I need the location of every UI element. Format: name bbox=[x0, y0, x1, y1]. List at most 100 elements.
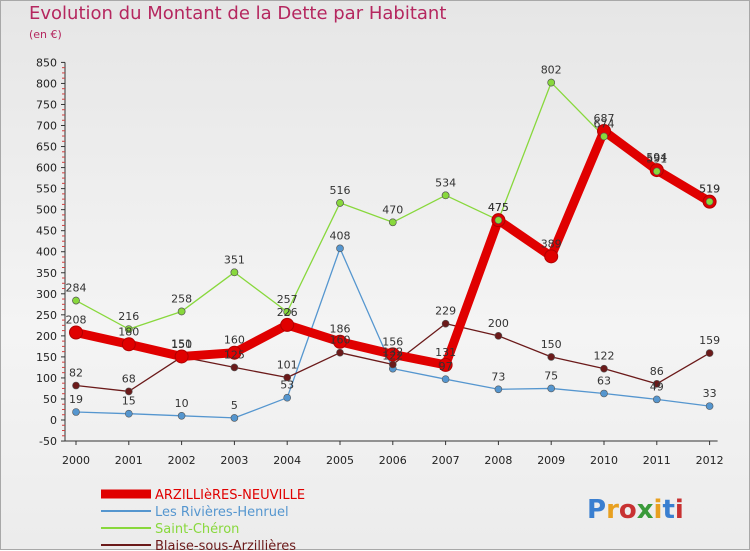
data-label: 73 bbox=[491, 370, 505, 383]
x-tick-label: 2001 bbox=[115, 454, 143, 467]
proxiti-logo: Proxiti bbox=[587, 495, 684, 525]
data-label: 516 bbox=[330, 184, 351, 197]
y-tick-label: 750 bbox=[36, 98, 57, 111]
data-point bbox=[230, 268, 239, 277]
data-point bbox=[280, 317, 295, 332]
data-label: 75 bbox=[544, 369, 558, 382]
legend-label: ARZILLIèRES-NEUVILLE bbox=[155, 488, 305, 503]
data-label: 674 bbox=[594, 117, 615, 130]
data-label: 131 bbox=[435, 346, 456, 359]
x-tick-label: 2012 bbox=[696, 454, 724, 467]
data-label: 10 bbox=[175, 397, 189, 410]
x-tick-label: 2003 bbox=[220, 454, 248, 467]
data-point bbox=[333, 334, 347, 349]
data-label: 208 bbox=[66, 313, 87, 326]
data-label: 5 bbox=[231, 399, 238, 412]
y-tick-label: 650 bbox=[36, 141, 57, 154]
data-label: 284 bbox=[66, 282, 87, 295]
legend-label: Les Rivières-Henruel bbox=[155, 505, 289, 520]
data-label: 687 bbox=[594, 112, 615, 125]
y-tick-label: 800 bbox=[36, 77, 57, 90]
data-point bbox=[441, 319, 450, 328]
data-label: 101 bbox=[277, 359, 298, 372]
x-tick-label: 2000 bbox=[62, 454, 90, 467]
data-label: 802 bbox=[541, 64, 562, 77]
data-point bbox=[438, 357, 453, 372]
data-point bbox=[494, 216, 503, 224]
data-label: 68 bbox=[122, 372, 136, 385]
chart-title: Evolution du Montant de la Dette par Hab… bbox=[29, 3, 447, 24]
y-tick-label: 600 bbox=[36, 162, 57, 175]
data-label: 475 bbox=[488, 201, 509, 214]
data-label: 63 bbox=[597, 374, 611, 387]
data-point bbox=[494, 332, 503, 340]
data-point bbox=[652, 395, 661, 404]
x-tick-label: 2006 bbox=[379, 454, 407, 467]
y-tick-label: 500 bbox=[36, 204, 57, 217]
data-label: 150 bbox=[541, 338, 562, 351]
data-label: 33 bbox=[703, 387, 717, 400]
data-point bbox=[652, 380, 661, 388]
data-label: 150 bbox=[171, 338, 192, 351]
legend-label: Saint-Chéron bbox=[155, 522, 239, 537]
data-point bbox=[283, 373, 292, 382]
y-tick-label: 150 bbox=[36, 351, 57, 364]
data-point bbox=[441, 191, 450, 200]
x-tick-label: 2011 bbox=[643, 454, 671, 467]
data-point bbox=[177, 307, 186, 316]
x-tick-label: 2005 bbox=[326, 454, 354, 467]
x-tick-label: 2008 bbox=[484, 454, 512, 467]
data-point bbox=[72, 296, 80, 305]
data-point bbox=[441, 375, 450, 383]
y-tick-label: 400 bbox=[36, 246, 57, 259]
data-point bbox=[230, 414, 239, 422]
x-tick-label: 2004 bbox=[273, 454, 301, 467]
x-tick-label: 2002 bbox=[168, 454, 196, 467]
data-point bbox=[600, 364, 608, 373]
y-tick-label: 850 bbox=[36, 56, 57, 69]
x-tick-label: 2009 bbox=[537, 454, 565, 467]
y-tick-label: 50 bbox=[43, 393, 57, 406]
data-point bbox=[283, 393, 292, 402]
data-label: 159 bbox=[699, 334, 720, 347]
data-point bbox=[652, 167, 661, 176]
data-point bbox=[544, 249, 559, 264]
data-point bbox=[72, 381, 80, 390]
data-point bbox=[600, 389, 608, 398]
x-tick-label: 2010 bbox=[590, 454, 618, 467]
data-label: 19 bbox=[69, 393, 83, 406]
data-point bbox=[177, 411, 186, 420]
data-point bbox=[494, 385, 503, 394]
y-tick-label: 300 bbox=[36, 288, 57, 301]
data-point bbox=[283, 308, 292, 316]
series-line bbox=[71, 126, 715, 370]
data-point bbox=[125, 409, 133, 418]
series-line bbox=[75, 247, 711, 419]
data-label: 156 bbox=[382, 335, 403, 348]
data-label: 122 bbox=[594, 350, 615, 363]
data-point bbox=[705, 402, 714, 410]
y-tick-label: 250 bbox=[36, 309, 57, 322]
y-tick-label: 350 bbox=[36, 267, 57, 280]
data-point bbox=[547, 353, 556, 361]
x-tick-label: 2007 bbox=[432, 454, 460, 467]
data-point bbox=[125, 325, 133, 333]
data-label: 519 bbox=[699, 183, 720, 196]
data-label: 200 bbox=[488, 317, 509, 330]
data-point bbox=[174, 349, 189, 364]
y-tick-label: 0 bbox=[50, 414, 57, 427]
data-point bbox=[705, 197, 714, 206]
data-point bbox=[336, 199, 344, 207]
data-label: 226 bbox=[277, 306, 298, 319]
data-label: 408 bbox=[330, 229, 351, 242]
data-point bbox=[121, 337, 136, 352]
y-tick-label: -50 bbox=[39, 435, 57, 448]
data-point bbox=[336, 348, 344, 357]
data-point bbox=[600, 132, 608, 141]
data-label: 160 bbox=[224, 334, 245, 347]
data-label: 186 bbox=[330, 323, 351, 336]
data-label: 591 bbox=[646, 152, 667, 165]
data-point bbox=[72, 408, 80, 416]
